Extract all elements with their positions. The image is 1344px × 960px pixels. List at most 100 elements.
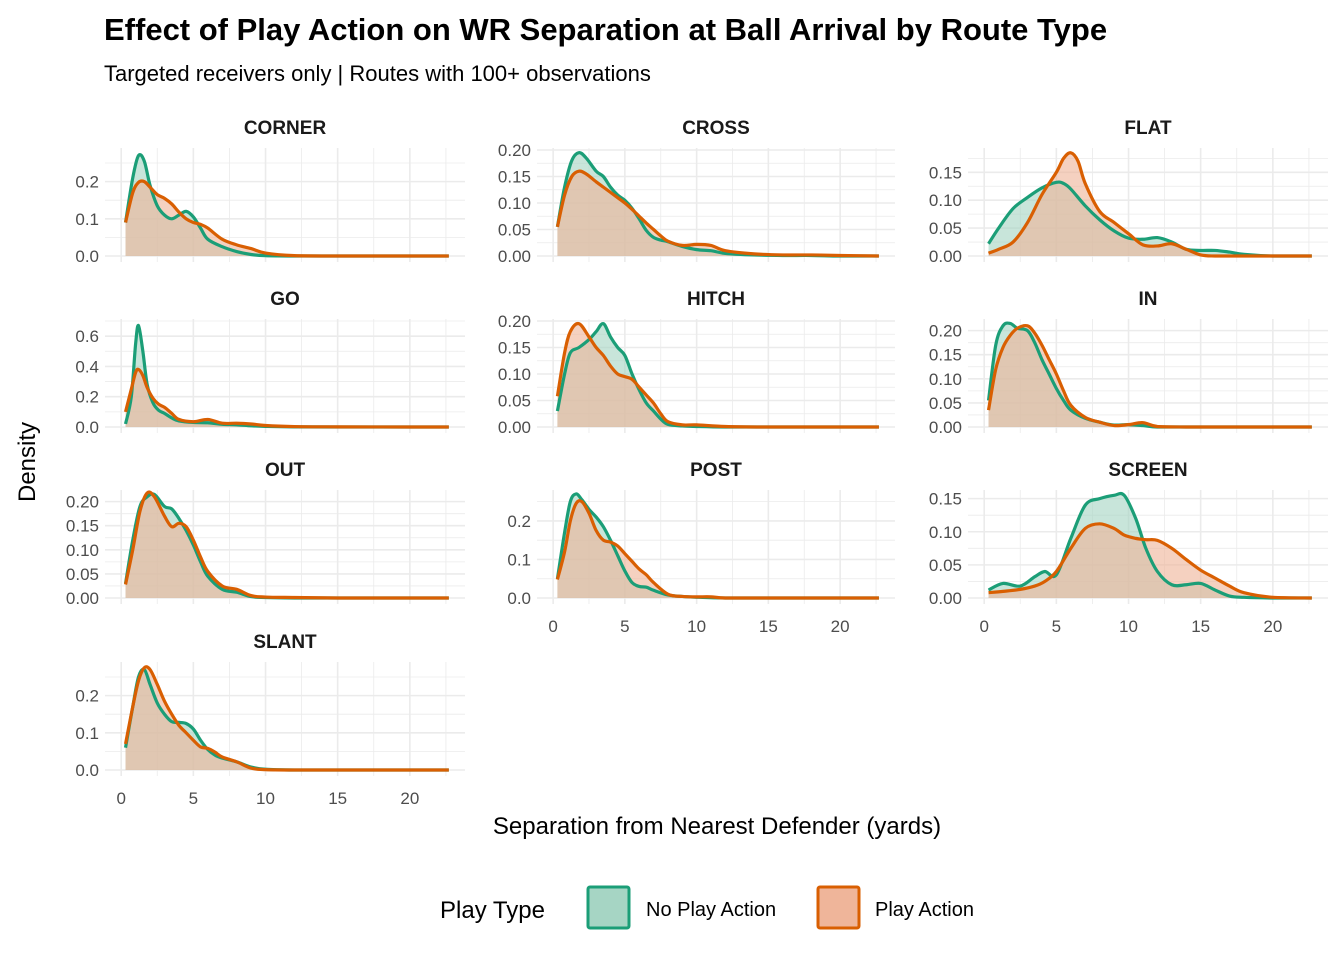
facet-strip-label: OUT	[265, 460, 306, 481]
facet-strip-label: GO	[270, 289, 300, 310]
y-tick-label: 0.00	[929, 589, 962, 608]
x-tick-label: 15	[759, 617, 778, 636]
density-area-play-action	[988, 325, 1312, 427]
facet-strip-label: CROSS	[682, 118, 750, 139]
facet-strip-label: IN	[1139, 289, 1158, 310]
facet-screen: SCREEN 0.00 0.05 0.10 0.15 0 5 10 15 20	[929, 460, 1328, 636]
y-tick-label: 0.05	[498, 221, 531, 240]
y-tick-label: 0.2	[75, 388, 99, 407]
y-tick-label: 0.00	[929, 418, 962, 437]
facet-strip-label: HITCH	[687, 289, 745, 310]
x-tick-label: 20	[400, 789, 419, 808]
y-tick-label: 0.0	[507, 589, 531, 608]
y-tick-label: 0.2	[75, 687, 99, 706]
facet-strip-label: SLANT	[253, 632, 317, 653]
density-area-play-action	[557, 171, 879, 256]
y-tick-label: 0.2	[75, 173, 99, 192]
x-tick-label: 0	[979, 617, 988, 636]
y-tick-label: 0.05	[929, 219, 962, 238]
y-tick-label: 0.0	[75, 761, 99, 780]
y-tick-label: 0.20	[929, 322, 962, 341]
x-axis-title: Separation from Nearest Defender (yards)	[493, 813, 941, 840]
x-tick-label: 10	[687, 617, 706, 636]
y-tick-label: 0.15	[498, 168, 531, 187]
y-tick-label: 0.15	[929, 346, 962, 365]
density-line-play-action	[123, 367, 449, 429]
facet-cross: CROSS 0.00 0.05 0.10 0.15 0.20	[498, 118, 895, 266]
y-tick-label: 0.1	[75, 724, 99, 743]
x-tick-label: 5	[189, 789, 198, 808]
density-area-play-action	[988, 152, 1312, 256]
y-tick-label: 0.20	[66, 493, 99, 512]
x-tick-label: 5	[1052, 617, 1061, 636]
facet-post: POST 0.0 0.1 0.2 0 5 10 15 20	[507, 460, 895, 636]
y-tick-label: 0.15	[929, 490, 962, 509]
density-line-play-action	[555, 321, 879, 429]
legend-swatch-play-action	[816, 885, 861, 930]
density-line-play-action	[123, 490, 449, 600]
density-area-play-action	[557, 500, 879, 598]
legend-swatch-no-play-action	[586, 885, 631, 930]
facet-strip-label: SCREEN	[1108, 460, 1187, 481]
facet-hitch: HITCH 0.00 0.05 0.10 0.15 0.20	[498, 289, 895, 437]
legend-label-play-action: Play Action	[875, 899, 974, 921]
x-tick-label: 5	[620, 617, 629, 636]
x-tick-label: 15	[328, 789, 347, 808]
chart-subtitle: Targeted receivers only | Routes with 10…	[104, 61, 651, 86]
y-tick-label: 0.1	[75, 210, 99, 229]
density-line-play-action	[988, 522, 1312, 600]
chart-title: Effect of Play Action on WR Separation a…	[104, 12, 1108, 47]
density-line-play-action	[555, 169, 879, 258]
y-tick-label: 0.05	[929, 394, 962, 413]
density-area-play-action	[125, 666, 449, 770]
y-axis-title: Density	[14, 422, 41, 502]
density-line-play-action	[123, 179, 449, 258]
y-tick-label: 0.15	[66, 517, 99, 536]
facet-strip-label: POST	[690, 460, 742, 481]
y-tick-label: 0.10	[498, 194, 531, 213]
facet-out: OUT 0.00 0.05 0.10 0.15 0.20	[66, 460, 465, 608]
y-tick-label: 0.00	[498, 247, 531, 266]
facet-panels: CORNER0.00.10.2CROSS0.000.050.100.150.20…	[66, 118, 1328, 808]
y-tick-label: 0.2	[507, 512, 531, 531]
x-tick-label: 10	[256, 789, 275, 808]
y-tick-label: 0.1	[507, 550, 531, 569]
facet-strip-label: CORNER	[244, 118, 327, 139]
density-area-play-action	[125, 369, 449, 427]
y-tick-label: 0.10	[498, 365, 531, 384]
density-line-play-action	[986, 324, 1312, 429]
y-tick-label: 0.15	[929, 163, 962, 182]
x-tick-label: 0	[548, 617, 557, 636]
density-line-play-action	[555, 499, 879, 600]
y-tick-label: 0.6	[75, 327, 99, 346]
y-tick-label: 0.00	[66, 589, 99, 608]
density-area-play-action	[125, 491, 449, 598]
y-tick-label: 0.00	[498, 418, 531, 437]
y-tick-label: 0.00	[929, 247, 962, 266]
facet-go: GO 0.0 0.2 0.4 0.6	[75, 289, 465, 437]
y-tick-label: 0.10	[929, 370, 962, 389]
y-tick-label: 0.10	[66, 541, 99, 560]
x-tick-label: 20	[831, 617, 850, 636]
x-tick-label: 10	[1119, 617, 1138, 636]
y-tick-label: 0.10	[929, 523, 962, 542]
legend-label-no-play-action: No Play Action	[646, 899, 776, 921]
y-tick-label: 0.20	[498, 141, 531, 160]
density-line-play-action	[123, 665, 449, 772]
y-tick-label: 0.05	[498, 392, 531, 411]
density-line-no-play-action	[987, 491, 1312, 600]
facet-in: IN 0.00 0.05 0.10 0.15 0.20	[929, 289, 1328, 437]
legend: Play Type No Play Action Play Action	[440, 885, 974, 930]
density-line-play-action	[987, 151, 1312, 258]
y-tick-label: 0.15	[498, 339, 531, 358]
legend-title: Play Type	[440, 897, 545, 924]
y-tick-label: 0.4	[75, 357, 99, 376]
facet-flat: FLAT 0.00 0.05 0.10 0.15	[929, 118, 1328, 266]
y-tick-label: 0.05	[66, 565, 99, 584]
y-tick-label: 0.20	[498, 312, 531, 331]
y-tick-label: 0.0	[75, 418, 99, 437]
x-tick-label: 15	[1191, 617, 1210, 636]
density-area-play-action	[557, 323, 879, 427]
density-line-no-play-action	[987, 180, 1312, 258]
